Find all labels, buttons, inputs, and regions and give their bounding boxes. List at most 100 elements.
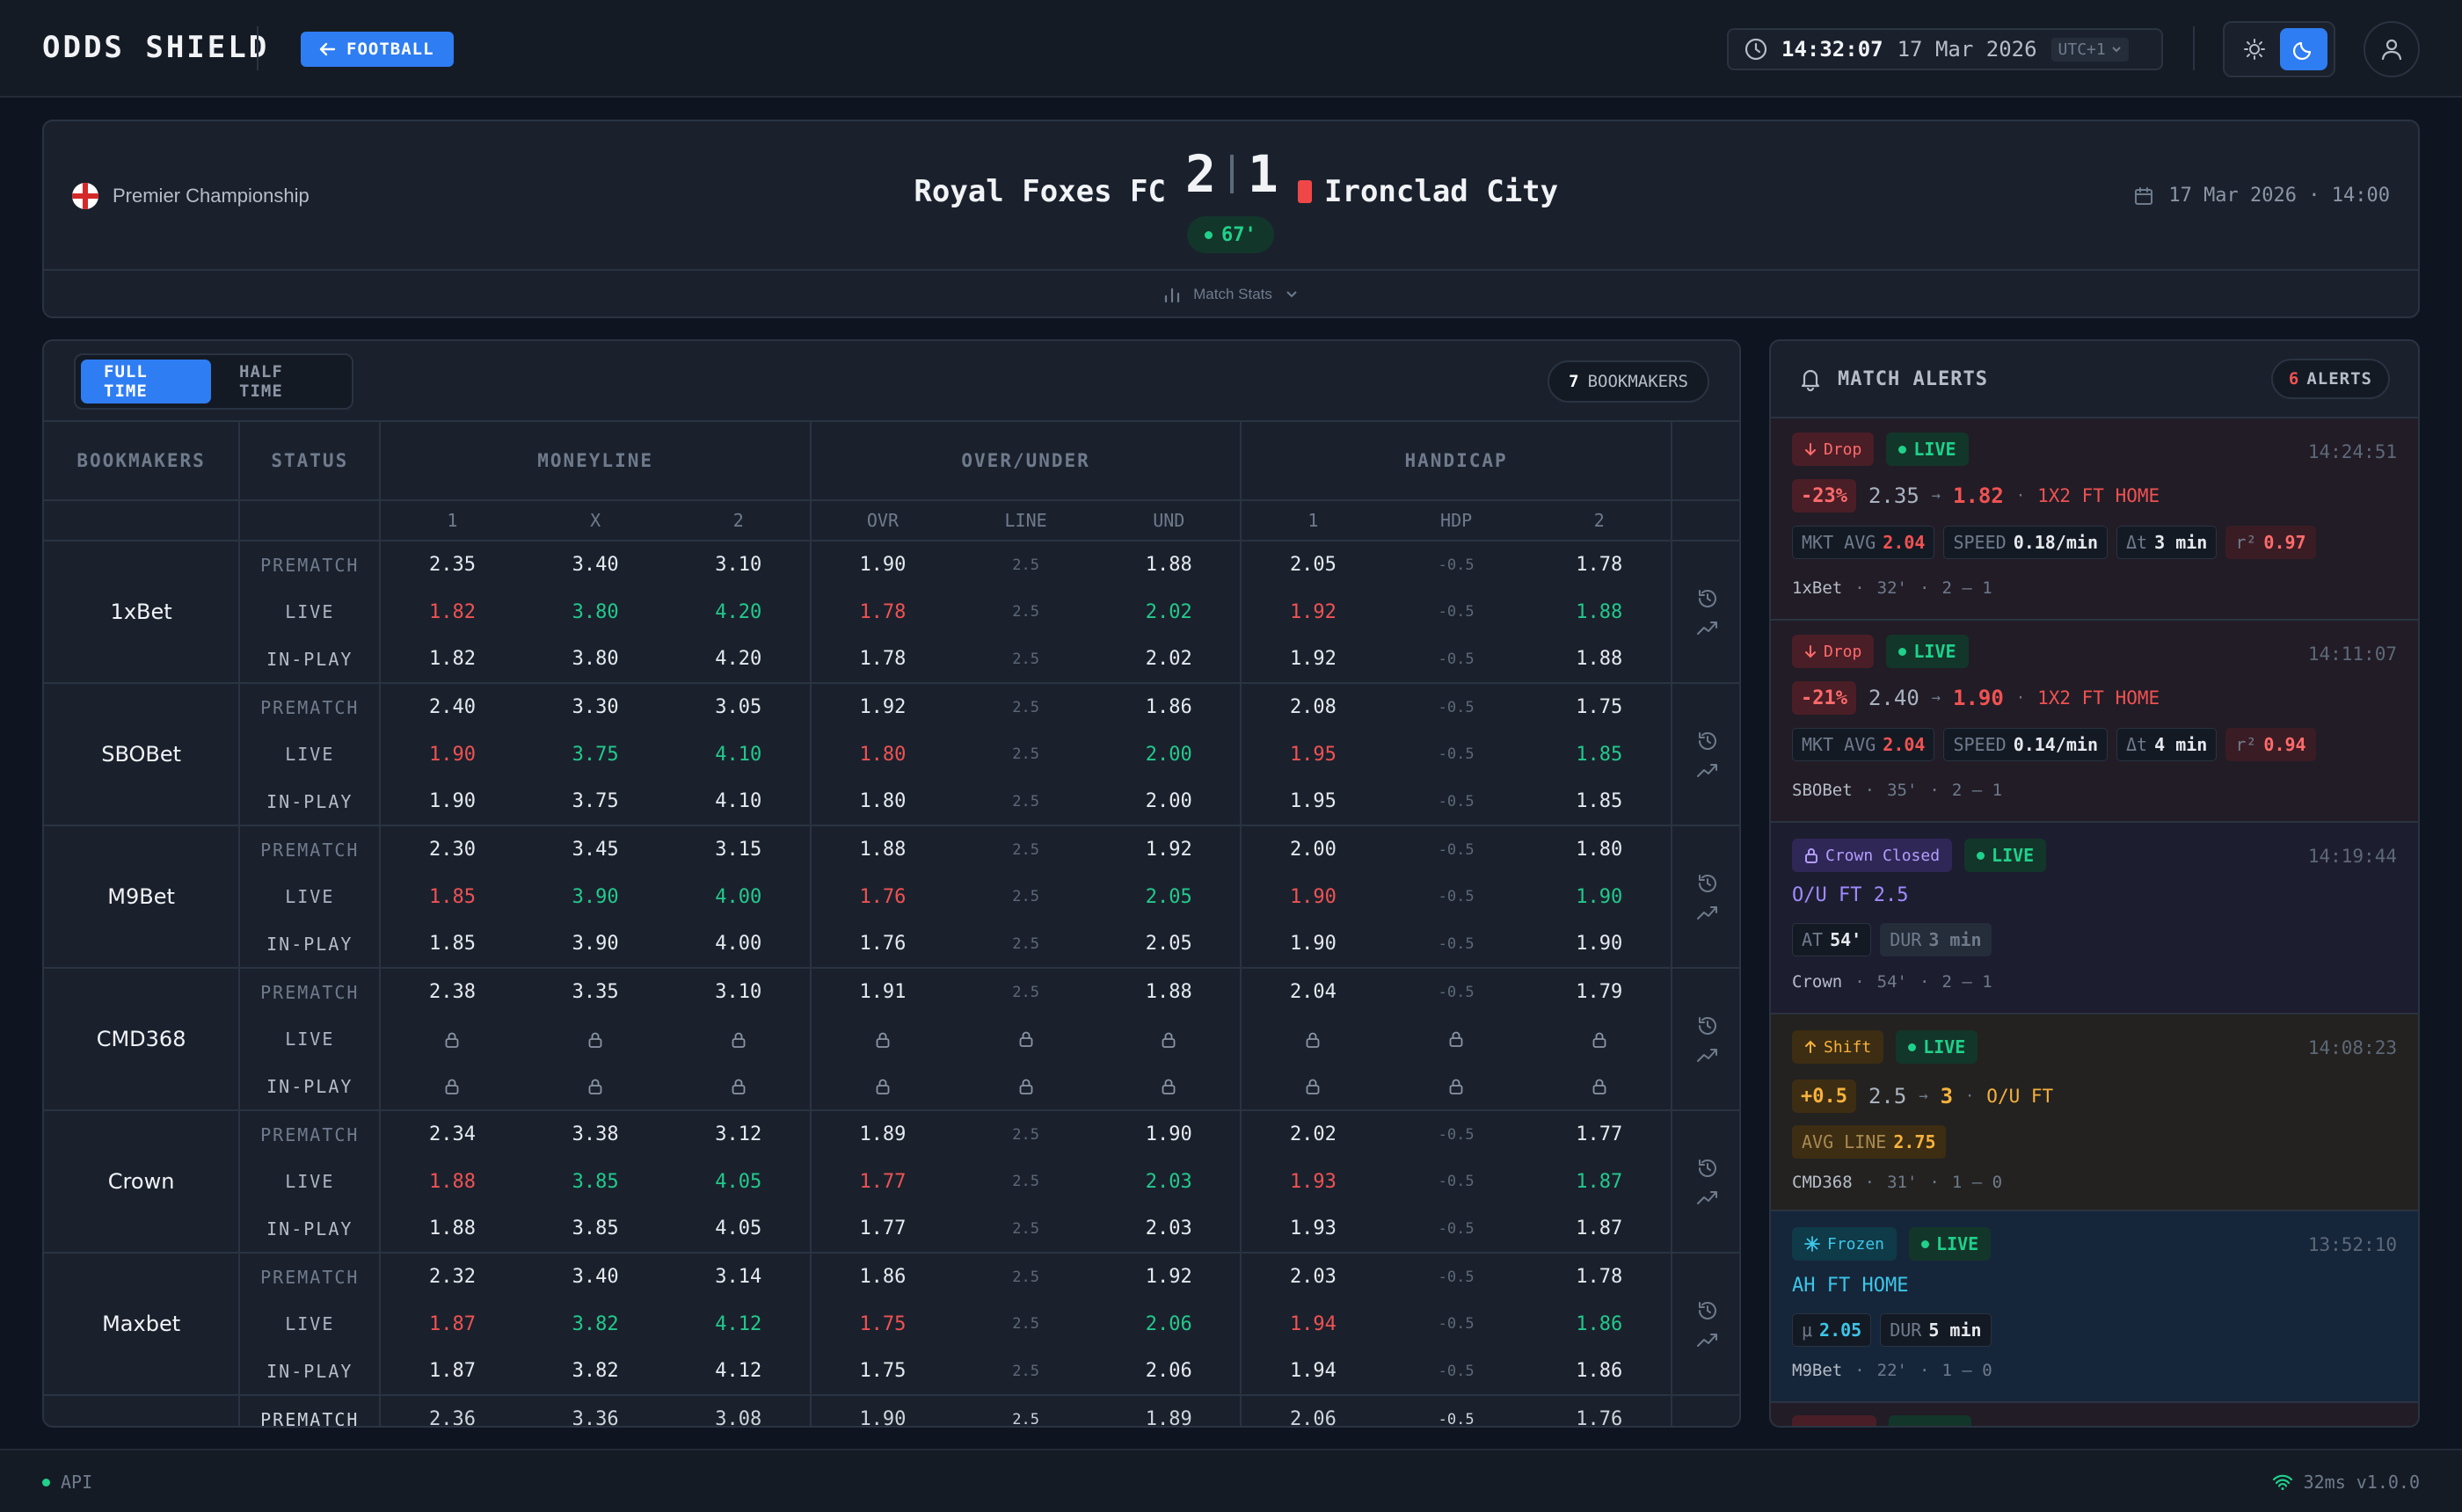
subheader-empty xyxy=(239,500,382,542)
dark-theme-button[interactable] xyxy=(2280,28,2327,70)
alert-type-badge: Drop xyxy=(1792,635,1875,668)
odd-value: 1.90 xyxy=(859,1408,907,1428)
odd-value: 3.75 xyxy=(572,743,619,766)
odd-value: 1.87 xyxy=(428,1312,476,1335)
odd-value: 2.5 xyxy=(1012,603,1039,621)
trend-chart-icon[interactable] xyxy=(1696,761,1719,779)
alert-card-drop[interactable]: Drop LIVE 14:24:51 -23% 2.35 → 1.82 · 1X… xyxy=(1771,418,2418,621)
trend-chart-icon[interactable] xyxy=(1696,1331,1719,1348)
alert-type-label: Crown Closed xyxy=(1825,846,1941,865)
trend-chart-icon[interactable] xyxy=(1696,1189,1719,1206)
alert-card-shift[interactable]: Shift LIVE 14:08:23 +0.5 2.5 → 3 · O/U F… xyxy=(1771,1014,2418,1211)
divider xyxy=(2193,26,2195,70)
back-to-football-button[interactable]: FOOTBALL xyxy=(301,32,454,67)
odd-value: -0.5 xyxy=(1438,1410,1475,1428)
match-stats-label: Match Stats xyxy=(1193,286,1272,302)
odd-value: -0.5 xyxy=(1438,603,1475,621)
odds-panel: FULL TIME HALF TIME 7 BOOKMAKERS BOOKMAKE… xyxy=(42,339,1741,1428)
metric-key: DUR xyxy=(1890,1319,1922,1341)
trend-chart-icon[interactable] xyxy=(1696,1046,1719,1064)
metric-chip: AT 54' xyxy=(1792,923,1872,956)
user-profile-button[interactable] xyxy=(2364,21,2420,77)
odd-value: 1.92 xyxy=(859,696,907,718)
metric-key: SPEED xyxy=(1953,532,2007,553)
status-label: PREMATCH xyxy=(239,541,382,588)
odd-value: 1.88 xyxy=(380,1205,524,1254)
odd-value: 3.05 xyxy=(666,683,812,731)
odd-value: 3.12 xyxy=(666,1110,812,1158)
odd-value: -0.5 xyxy=(1438,888,1475,905)
metric-key: r² xyxy=(2235,532,2257,553)
match-stats-toggle[interactable]: Match Stats xyxy=(44,271,2418,318)
metric-value: 3 min xyxy=(1928,929,1982,950)
live-label: LIVE xyxy=(1936,1233,1979,1254)
odd-value: 3.90 xyxy=(572,885,619,908)
odd-value: 4.00 xyxy=(666,920,812,969)
timezone-select[interactable]: UTC+1 xyxy=(2050,37,2129,62)
odd-value: 1.76 xyxy=(810,920,955,969)
history-icon[interactable] xyxy=(1696,1014,1719,1037)
bookmaker-count-label: BOOKMAKERS xyxy=(1587,372,1688,391)
odd-value: 2.00 xyxy=(1097,778,1242,826)
trend-chart-icon[interactable] xyxy=(1696,904,1719,921)
subheader-col: 1 xyxy=(1241,500,1385,542)
locked-odd xyxy=(954,1063,1098,1111)
history-icon[interactable] xyxy=(1696,587,1719,610)
status-label: PREMATCH xyxy=(239,825,382,873)
live-label: LIVE xyxy=(1913,641,1956,662)
odd-value: 1.90 xyxy=(1241,920,1385,969)
arrow-left-icon xyxy=(319,42,336,56)
odd-value: 1.90 xyxy=(428,743,476,766)
odd-value: -0.5 xyxy=(1438,556,1475,574)
metric-value: 5 min xyxy=(1928,1319,1982,1341)
alerts-count-label: ALERTS xyxy=(2306,369,2372,389)
odd-value: 1.75 xyxy=(859,1312,907,1335)
live-badge: LIVE xyxy=(1896,1030,1978,1064)
alert-card-drop[interactable]: Drop LIVE 14:11:07 -21% 2.40 → 1.90 · 1X… xyxy=(1771,621,2418,823)
lock-icon xyxy=(1019,1031,1032,1047)
alert-time: 14:24:51 xyxy=(2307,441,2397,462)
odd-value: 2.30 xyxy=(428,839,476,861)
locked-odd xyxy=(1527,1015,1672,1063)
trend-chart-icon[interactable] xyxy=(1696,619,1719,636)
lock-icon xyxy=(1162,1032,1176,1048)
arrow-up-icon xyxy=(1805,1040,1816,1053)
alert-time: 14:11:07 xyxy=(2307,643,2397,665)
alert-minute: 35' xyxy=(1887,781,1918,800)
metric-value: 54' xyxy=(1830,929,1862,950)
tab-half-time[interactable]: HALF TIME xyxy=(239,362,283,401)
odd-value: -0.5 xyxy=(1384,920,1528,969)
alert-card-frozen[interactable]: Frozen LIVE 13:52:10 AH FT HOME μ 2.05 DU… xyxy=(1771,1211,2418,1403)
arrow-right-icon: → xyxy=(1931,487,1941,505)
light-theme-button[interactable] xyxy=(2231,28,2278,70)
odd-value: 1.75 xyxy=(1527,683,1672,731)
alert-minute: 31' xyxy=(1887,1173,1918,1192)
odd-value: 3.90 xyxy=(523,920,667,969)
odd-value: 3.30 xyxy=(572,696,619,718)
odds-row: IN-PLAY 1.87 3.82 4.12 1.75 2.5 2.06 1.94 -0.5 1.… xyxy=(44,1348,1739,1396)
status-label: IN-PLAY xyxy=(239,920,382,969)
odd-value: 4.00 xyxy=(666,873,812,920)
alert-market: 1X2 FT HOME xyxy=(2037,485,2160,506)
alert-card-partial[interactable] xyxy=(1771,1403,2418,1426)
tab-full-time[interactable]: FULL TIME xyxy=(81,360,211,403)
status-label: IN-PLAY xyxy=(239,1063,382,1111)
odd-value: 1.85 xyxy=(1527,731,1672,778)
odd-value: 2.5 xyxy=(1012,698,1039,716)
history-icon[interactable] xyxy=(1696,872,1719,895)
live-dot xyxy=(1205,230,1213,239)
history-icon[interactable] xyxy=(1696,1299,1719,1322)
header-actions xyxy=(1671,420,1739,501)
alert-score: 2 – 1 xyxy=(1941,578,1992,598)
divider xyxy=(257,26,259,70)
history-icon[interactable] xyxy=(1696,1157,1719,1180)
odd-value: 4.10 xyxy=(666,778,812,826)
alert-bookmaker: M9Bet xyxy=(1792,1361,1843,1380)
bookmaker-name: CMD368 xyxy=(44,968,241,1111)
locked-odd xyxy=(666,1063,812,1111)
odd-value: -0.5 xyxy=(1438,1125,1475,1144)
odd-value: 1.85 xyxy=(380,920,524,969)
history-icon[interactable] xyxy=(1696,730,1719,752)
odd-value: -0.5 xyxy=(1438,745,1475,763)
alert-card-crown-closed[interactable]: Crown Closed LIVE 14:19:44 O/U FT 2.5 AT… xyxy=(1771,823,2418,1014)
